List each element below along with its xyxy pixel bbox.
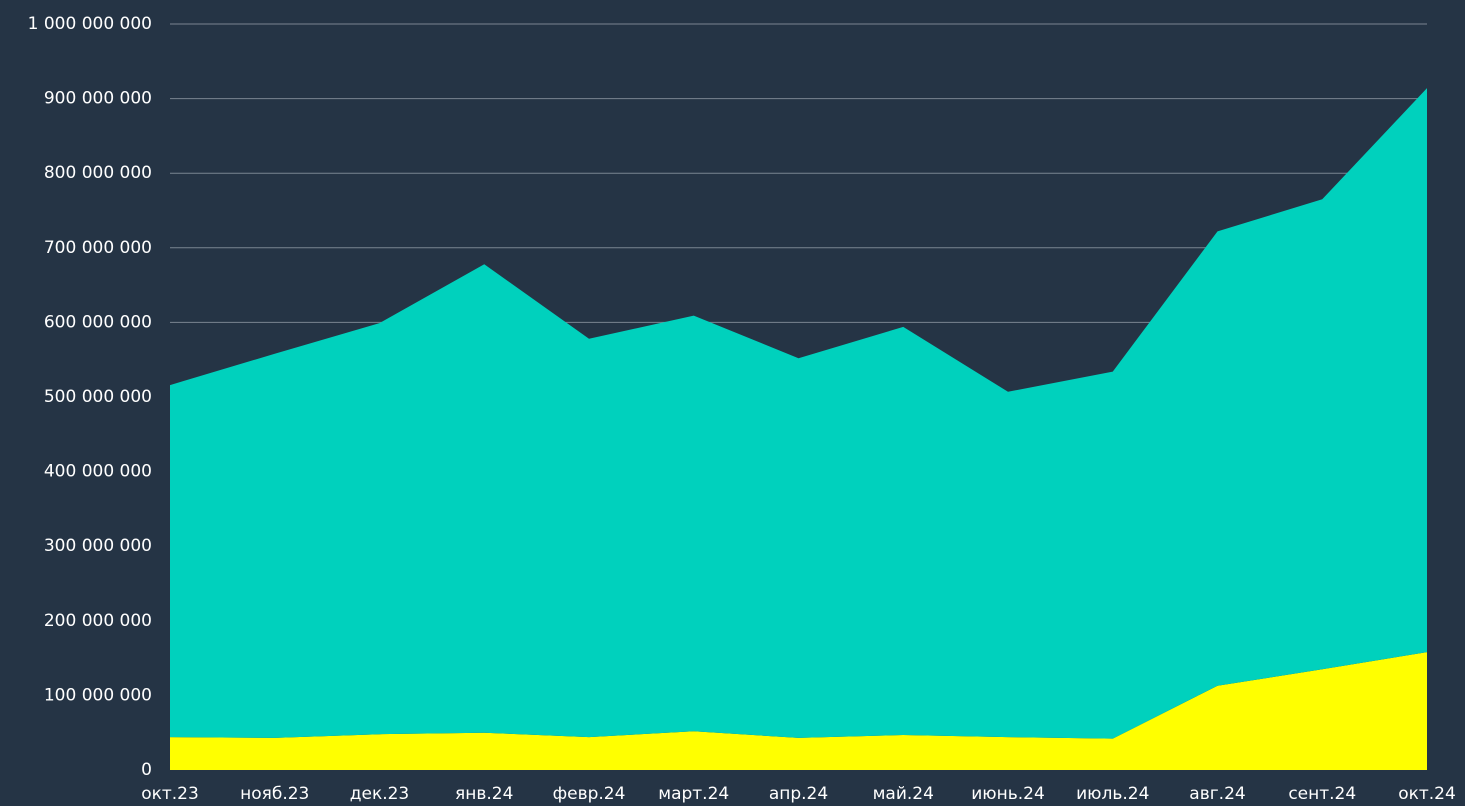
y-tick-label: 500 000 000 — [44, 387, 152, 407]
x-tick-label: сент.24 — [1288, 784, 1356, 804]
x-tick-label: янв.24 — [455, 784, 513, 804]
y-tick-label: 200 000 000 — [44, 611, 152, 631]
y-tick-label: 1 000 000 000 — [28, 14, 152, 34]
x-tick-label: дек.23 — [350, 784, 410, 804]
x-tick-label: июнь.24 — [971, 784, 1045, 804]
x-tick-label: март.24 — [658, 784, 729, 804]
x-tick-label: июль.24 — [1076, 784, 1149, 804]
x-tick-label: апр.24 — [769, 784, 828, 804]
x-tick-label: нояб.23 — [240, 784, 309, 804]
x-tick-label: февр.24 — [553, 784, 626, 804]
y-tick-label: 700 000 000 — [44, 238, 152, 258]
x-tick-label: окт.24 — [1398, 784, 1456, 804]
y-tick-label: 800 000 000 — [44, 163, 152, 183]
y-tick-label: 0 — [141, 760, 152, 780]
y-tick-label: 600 000 000 — [44, 312, 152, 332]
x-tick-label: авг.24 — [1189, 784, 1245, 804]
x-tick-label: май.24 — [873, 784, 934, 804]
area — [170, 88, 1427, 739]
y-tick-label: 300 000 000 — [44, 536, 152, 556]
y-tick-label: 100 000 000 — [44, 685, 152, 705]
y-tick-label: 900 000 000 — [44, 89, 152, 109]
y-tick-label: 400 000 000 — [44, 462, 152, 482]
area — [170, 652, 1427, 770]
x-tick-label: окт.23 — [141, 784, 199, 804]
